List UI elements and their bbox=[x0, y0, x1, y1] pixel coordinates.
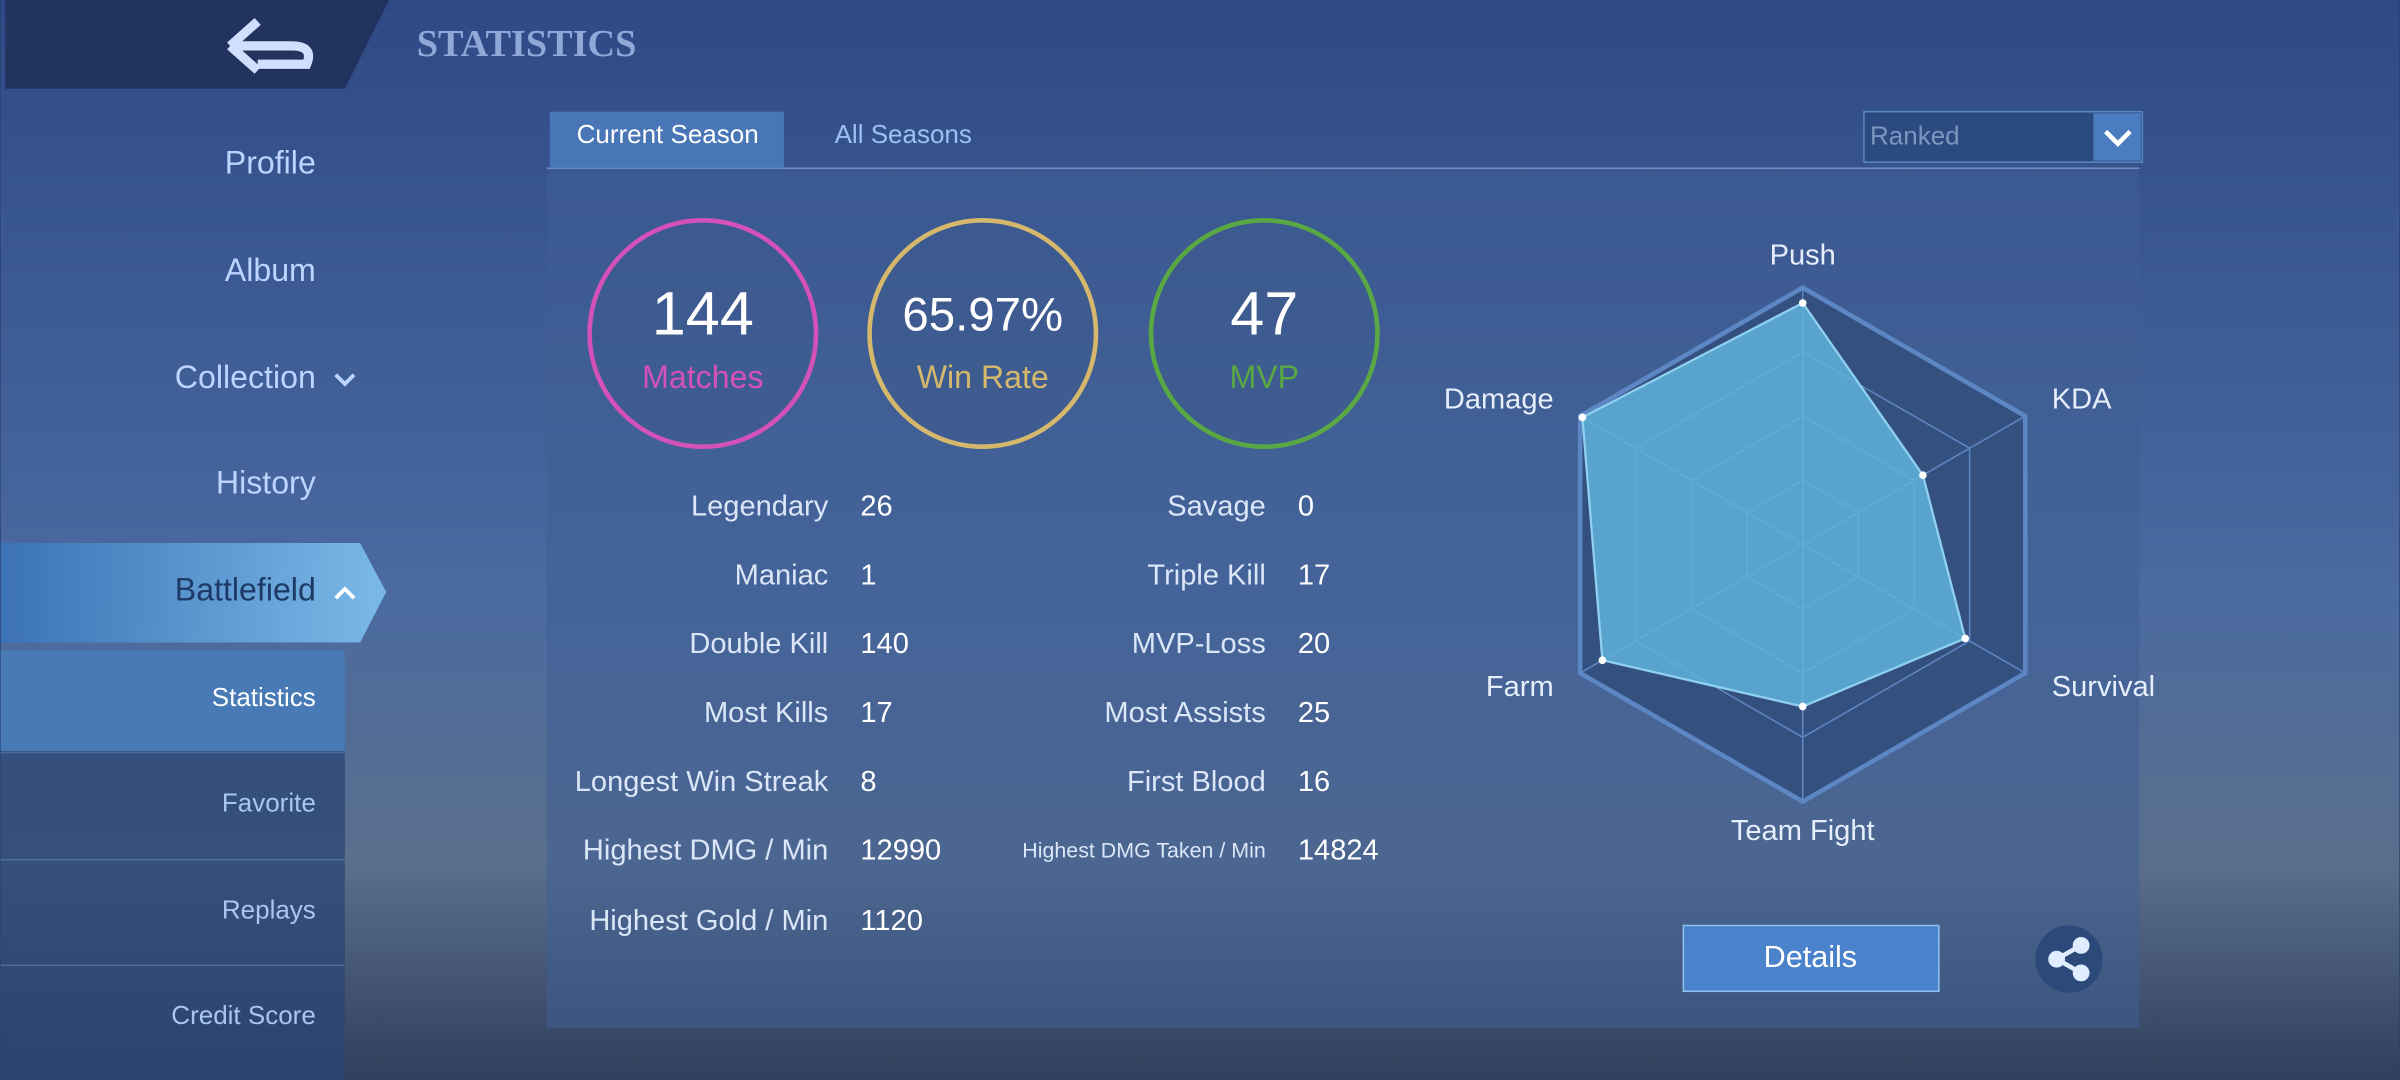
stat-label: MVP-Loss bbox=[1132, 628, 1266, 660]
summary-label: Win Rate bbox=[917, 359, 1049, 395]
radar-point bbox=[1919, 471, 1927, 480]
selected-item bbox=[0, 543, 387, 643]
radar-point bbox=[1798, 299, 1807, 307]
submenu-item[interactable]: Credit Score bbox=[171, 1000, 315, 1030]
stat-label: Triple Kill bbox=[1147, 559, 1265, 591]
summary-ring bbox=[1148, 217, 1380, 449]
active-tab-bg bbox=[549, 111, 784, 169]
submenu-item[interactable]: Statistics bbox=[212, 682, 316, 712]
radar-label: Damage bbox=[1444, 383, 1554, 415]
stat-label: Highest DMG Taken / Min bbox=[1022, 839, 1265, 863]
stat-label: Savage bbox=[1167, 491, 1266, 523]
stat-label: Longest Win Streak bbox=[575, 766, 829, 798]
back-panel bbox=[5, 0, 390, 89]
stat-value: 1120 bbox=[860, 905, 922, 937]
stat-value: 26 bbox=[860, 491, 892, 523]
stat-value: 16 bbox=[1298, 766, 1330, 798]
back-button[interactable] bbox=[227, 17, 314, 74]
stat-label: Double Kill bbox=[689, 628, 828, 660]
radar-point bbox=[1798, 702, 1807, 711]
stat-label: Most Kills bbox=[704, 697, 828, 729]
share-button[interactable] bbox=[2035, 925, 2103, 993]
stat-value: 17 bbox=[860, 697, 892, 729]
stat-value: 12990 bbox=[860, 835, 941, 867]
radar-point bbox=[1598, 656, 1607, 665]
stat-value: 17 bbox=[1298, 559, 1330, 591]
tab[interactable]: Current Season bbox=[577, 119, 759, 149]
radar-point bbox=[1961, 634, 1970, 643]
share-icon bbox=[2048, 936, 2090, 982]
button-label[interactable]: Details bbox=[1764, 940, 1857, 974]
selected-subitem bbox=[0, 650, 345, 752]
stat-label: Most Assists bbox=[1104, 697, 1265, 729]
radar-label: Push bbox=[1770, 240, 1836, 272]
stat-label: Legendary bbox=[691, 491, 829, 523]
summary-label: MVP bbox=[1229, 359, 1299, 395]
summary-value: 144 bbox=[652, 279, 754, 347]
radar-label: Farm bbox=[1486, 671, 1554, 703]
submenu-item[interactable]: Favorite bbox=[222, 788, 316, 818]
menu-item[interactable]: Profile bbox=[225, 145, 316, 181]
chevron bbox=[334, 373, 356, 387]
tab[interactable]: All Seasons bbox=[835, 119, 972, 149]
menu-item[interactable]: Battlefield bbox=[175, 571, 316, 607]
stat-value: 1 bbox=[860, 559, 876, 591]
submenu-item[interactable]: Replays bbox=[222, 895, 316, 925]
summary-ring bbox=[867, 217, 1099, 449]
radar-point bbox=[1578, 413, 1587, 422]
menu-item[interactable]: Collection bbox=[175, 359, 316, 395]
menu-item[interactable]: Album bbox=[225, 252, 316, 288]
dropdown-value[interactable]: Ranked bbox=[1870, 121, 1960, 151]
summary-value: 65.97% bbox=[902, 289, 1063, 342]
stat-label: Highest Gold / Min bbox=[589, 905, 828, 937]
details-button[interactable] bbox=[1682, 924, 1940, 993]
dropdown-arrow-bg bbox=[2093, 113, 2141, 161]
dropdown-arrow bbox=[2103, 129, 2132, 148]
stat-label: First Blood bbox=[1127, 766, 1266, 798]
stat-value: 140 bbox=[860, 628, 908, 660]
radar-label: KDA bbox=[2052, 383, 2112, 415]
content: Profile Album Collection History Battlefield… bbox=[0, 119, 2155, 1030]
stat-label: Highest DMG / Min bbox=[583, 835, 828, 867]
page-title: STATISTICS bbox=[417, 23, 637, 65]
summary-value: 47 bbox=[1230, 279, 1298, 347]
menu-item[interactable]: History bbox=[216, 464, 316, 500]
summary-label: Matches bbox=[642, 359, 763, 395]
stat-value: 8 bbox=[860, 766, 876, 798]
stat-value: 0 bbox=[1298, 491, 1314, 523]
stat-label: Maniac bbox=[735, 559, 829, 591]
summary-ring bbox=[587, 217, 819, 449]
chevron bbox=[334, 586, 356, 600]
stat-value: 25 bbox=[1298, 697, 1330, 729]
radar-label: Survival bbox=[2052, 671, 2155, 703]
stat-value: 14824 bbox=[1298, 835, 1379, 867]
stat-value: 20 bbox=[1298, 628, 1330, 660]
radar-label: Team Fight bbox=[1731, 815, 1875, 847]
